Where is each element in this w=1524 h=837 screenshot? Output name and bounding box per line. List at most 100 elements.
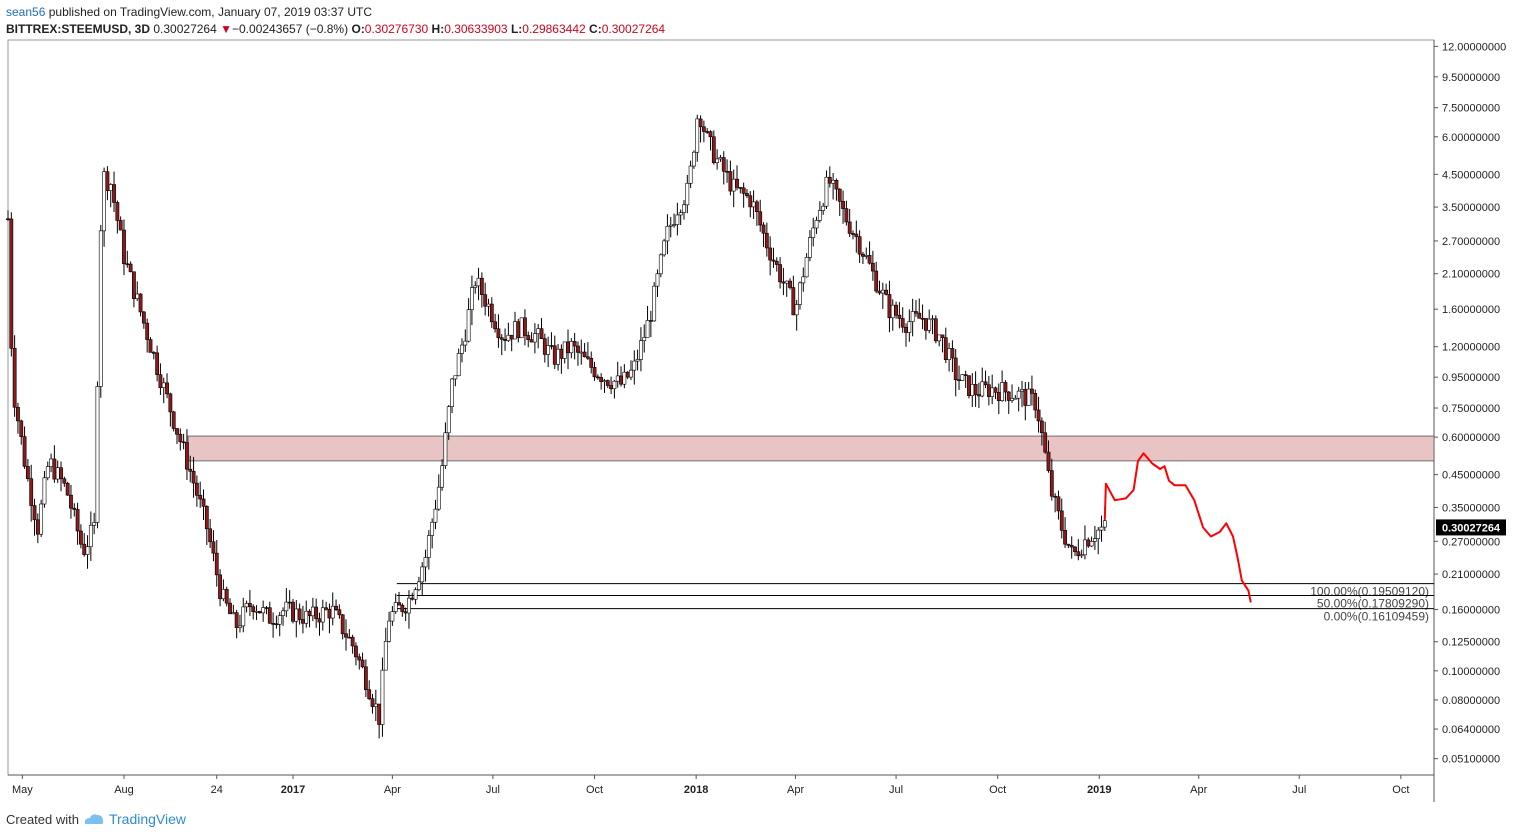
candle-body: [446, 406, 451, 434]
candle-body: [387, 620, 391, 642]
candle-body: [599, 377, 604, 383]
candle-body: [390, 611, 395, 622]
candle-body: [960, 374, 965, 381]
candle-body: [310, 606, 315, 617]
candle-body: [877, 290, 882, 294]
tradingview-brand[interactable]: TradingView: [108, 811, 187, 827]
candle-body: [75, 509, 80, 532]
close-value: 0.30027264: [601, 22, 666, 36]
candle-body: [688, 165, 693, 184]
candle-body: [539, 328, 544, 339]
candle-body: [708, 131, 713, 138]
projection-drawing: [1103, 452, 1252, 603]
candle-body: [264, 607, 269, 609]
candle-body: [125, 263, 130, 266]
candle-body: [861, 253, 865, 257]
author-link[interactable]: sean56: [6, 5, 46, 19]
candle-body: [132, 271, 136, 299]
y-tick-label: 2.70000000: [1442, 236, 1500, 248]
candle-body: [864, 255, 869, 257]
candle-body: [483, 294, 488, 307]
candle-body: [344, 633, 348, 638]
candle-body: [711, 136, 716, 164]
candle-body: [118, 220, 123, 231]
candle-body: [794, 304, 799, 316]
candle-body: [854, 233, 859, 237]
candle-body: [940, 334, 945, 338]
candle-body: [1043, 432, 1048, 453]
y-tick-label: 0.35000000: [1442, 502, 1500, 514]
candle-body: [363, 666, 368, 690]
candle-body: [718, 157, 723, 160]
candle-body: [466, 309, 471, 342]
candle-body: [191, 470, 196, 484]
candle-body: [440, 465, 444, 488]
candle-body: [595, 376, 600, 379]
change-value: −0.00243657 (−0.8%): [232, 22, 349, 36]
y-tick-label: 0.75000000: [1442, 403, 1500, 415]
candle-body: [764, 232, 769, 249]
candle-body: [317, 618, 322, 623]
candle-body: [413, 589, 418, 600]
candle-body: [473, 285, 478, 288]
symbol-label: BITTREX:STEEMUSD, 3D: [6, 22, 151, 36]
candle-body: [1066, 543, 1071, 546]
candle-body: [307, 610, 312, 617]
candle-body: [824, 176, 829, 207]
candle-body: [629, 369, 633, 378]
y-tick-label: 9.50000000: [1442, 72, 1500, 84]
candle-body: [145, 322, 150, 340]
candle-body: [894, 304, 898, 316]
candle-body: [59, 467, 63, 480]
candle-body: [970, 384, 975, 396]
candle-body: [532, 333, 537, 343]
candle-body: [284, 601, 289, 612]
candle-body: [562, 341, 567, 359]
candle-body: [910, 311, 915, 322]
candle-body: [851, 233, 855, 235]
candle-body: [1056, 496, 1061, 512]
candle-body: [102, 171, 106, 232]
open-label: O:: [351, 22, 365, 36]
candle-body: [261, 607, 266, 614]
candle-body: [19, 420, 24, 437]
candle-body: [79, 530, 83, 545]
candle-body: [950, 348, 955, 359]
candle-body: [65, 482, 70, 496]
candle-body: [827, 176, 832, 184]
candle-body: [509, 334, 514, 340]
candle-body: [314, 606, 319, 619]
candle-body: [181, 441, 186, 444]
candle-body: [334, 605, 338, 610]
candle-body: [267, 607, 272, 624]
candle-body: [291, 601, 295, 622]
candle-body: [817, 210, 822, 221]
fib-level-label: 50.00%(0.17809290): [1317, 597, 1429, 611]
candle-body: [1073, 546, 1077, 553]
candle-body: [900, 318, 905, 328]
candle-body: [1003, 382, 1008, 393]
x-tick-label: 2019: [1087, 784, 1111, 796]
candle-body: [158, 374, 163, 389]
candle-body: [92, 522, 97, 526]
candle-body: [248, 603, 252, 608]
candle-body: [804, 257, 809, 278]
candle-body: [430, 521, 435, 536]
candle-body: [914, 311, 918, 314]
x-tick-label: May: [12, 784, 33, 796]
candle-body: [933, 318, 938, 342]
y-tick-label: 3.50000000: [1442, 202, 1500, 214]
candle-body: [582, 351, 587, 358]
candle-body: [320, 607, 325, 623]
candle-body: [549, 345, 554, 347]
x-tick-label: Aug: [114, 784, 134, 796]
x-tick-label: Jul: [1292, 784, 1306, 796]
candle-body: [523, 317, 527, 336]
x-tick-label: Apr: [384, 784, 401, 796]
candle-body: [870, 262, 875, 272]
candle-body: [781, 281, 786, 284]
candle-body: [39, 503, 44, 535]
candle-body: [72, 507, 77, 510]
candle-body: [977, 394, 981, 397]
